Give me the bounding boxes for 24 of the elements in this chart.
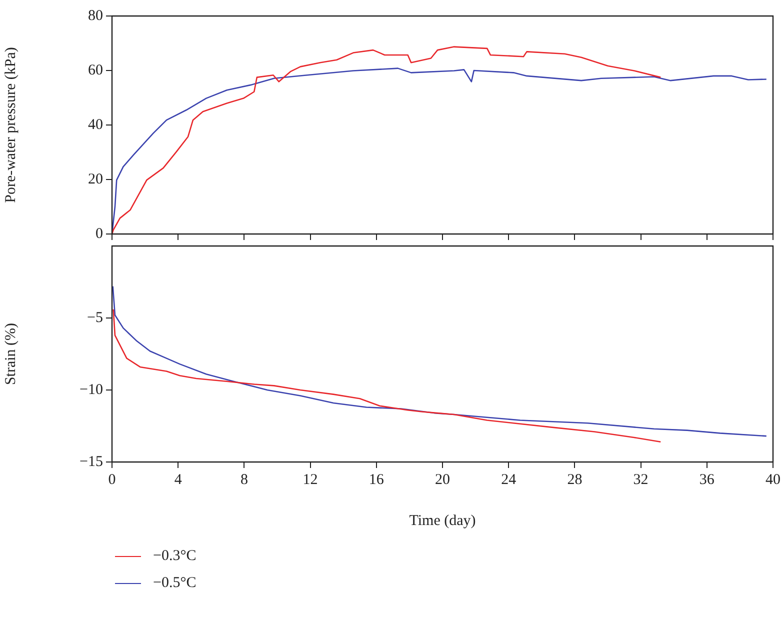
legend-label: −0.5°C xyxy=(153,575,196,592)
x-axis-title: Time (day) xyxy=(409,512,476,529)
x-tick-label: 12 xyxy=(302,472,318,488)
x-tick-label: 28 xyxy=(567,472,582,488)
y-tick-label: 40 xyxy=(88,116,103,133)
x-tick-label: 16 xyxy=(368,472,384,488)
x-tick-label: 0 xyxy=(108,472,116,488)
x-tick-label: 20 xyxy=(435,472,450,488)
y-tick-label: 60 xyxy=(88,62,103,78)
legend-label: −0.3°C xyxy=(153,548,196,565)
y-tick-label: −15 xyxy=(80,454,103,470)
y-tick-label: −5 xyxy=(87,310,103,326)
x-tick-label: 32 xyxy=(633,472,648,488)
x-tick-label: 8 xyxy=(240,472,248,488)
y-axis-title: Strain (%) xyxy=(2,322,19,386)
x-tick-label: 40 xyxy=(766,472,780,488)
x-tick-label: 36 xyxy=(699,472,715,488)
y-tick-label: 0 xyxy=(96,226,103,242)
x-tick-label: 24 xyxy=(501,472,517,488)
x-tick-label: 4 xyxy=(174,472,182,488)
y-tick-label: 20 xyxy=(88,171,103,188)
y-axis-title: Pore-water pressure (kPa) xyxy=(2,47,19,203)
y-tick-label: 80 xyxy=(88,8,103,24)
y-tick-label: −10 xyxy=(80,382,103,398)
